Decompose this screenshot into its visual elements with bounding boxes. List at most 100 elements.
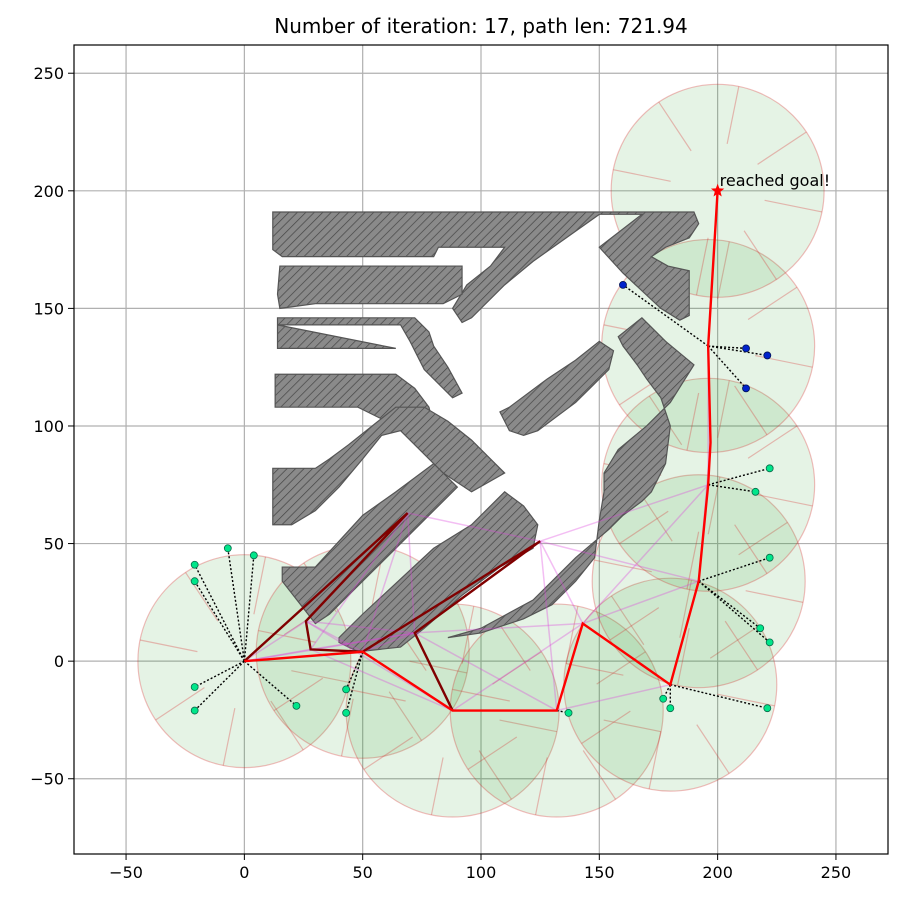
sample-sector-line	[609, 607, 660, 641]
sample-point	[751, 487, 760, 496]
sample-sector-line	[222, 707, 236, 766]
sample-point	[190, 683, 199, 691]
x-tick-label: 0	[239, 863, 249, 882]
sample-sector-line	[755, 493, 813, 507]
sample-sector-line	[291, 670, 349, 683]
sample-sector-line	[709, 625, 760, 659]
sample-sector-line	[764, 199, 823, 213]
new-point-connector	[707, 345, 747, 389]
new-point	[742, 344, 750, 353]
sample-sector-line	[253, 556, 267, 615]
sample-sector-line	[388, 691, 423, 741]
sample-sector-line	[717, 380, 730, 438]
tree-edge	[539, 541, 558, 711]
alt-path	[362, 540, 541, 712]
sample-sector-line	[596, 651, 646, 685]
tree-edge	[243, 620, 307, 662]
sample-sector-line	[565, 662, 624, 676]
sample-sector-line	[155, 687, 205, 721]
sample-sector-line	[478, 750, 512, 800]
y-tick-label: 150	[33, 299, 64, 318]
sample-sector-line	[613, 169, 671, 182]
sample-sector-line	[734, 524, 768, 574]
tree-edge	[310, 632, 415, 651]
sample-sector-line	[639, 492, 673, 542]
sample-connector	[243, 660, 297, 707]
sample-point	[666, 704, 675, 713]
goal-star	[710, 183, 725, 197]
sample-sector-line	[270, 700, 304, 751]
obstacle	[276, 265, 463, 310]
sample-sector-line	[696, 724, 730, 774]
sample-sector-line	[497, 621, 531, 671]
goal-annotation: reached goal!	[720, 171, 831, 190]
sample-point	[659, 694, 668, 703]
sample-sector-line	[648, 731, 662, 790]
sample-sector-line	[409, 660, 468, 674]
sample-point	[342, 685, 351, 694]
sample-sector-line	[340, 698, 354, 757]
sample-sector-line	[348, 688, 406, 702]
obstacle	[272, 211, 700, 324]
sample-sector-line	[452, 688, 510, 702]
sample-sector-line	[581, 710, 631, 745]
sample-sector-line	[467, 736, 518, 770]
tree-edge	[582, 484, 709, 625]
sample-connector	[227, 548, 246, 662]
tree-edge	[406, 512, 416, 633]
sample-sector-line	[743, 230, 777, 280]
sample-point	[190, 706, 199, 715]
y-tick-label: 200	[33, 182, 64, 201]
tree-edge	[407, 512, 541, 542]
alt-path	[243, 512, 409, 663]
sample-connector	[707, 467, 770, 486]
sample-sector-line	[747, 286, 798, 321]
sample-point	[292, 701, 301, 710]
sample-sector-line	[757, 131, 807, 165]
y-tick-label: −50	[30, 770, 64, 789]
y-tick-label: 50	[44, 535, 64, 554]
sample-sector-line	[717, 693, 775, 707]
sample-connector	[194, 660, 245, 688]
tree-edge	[414, 632, 558, 712]
tree-edge	[362, 632, 415, 653]
obstacle	[281, 462, 459, 625]
sample-connector	[243, 555, 255, 662]
plot-area: reached goal!	[137, 83, 831, 818]
solution-path	[244, 190, 719, 712]
new-point	[763, 351, 772, 360]
sample-sector-line	[717, 241, 730, 300]
sample-sector-line	[492, 651, 542, 685]
sample-sector-line	[594, 559, 652, 573]
obstacle	[338, 491, 539, 653]
chart-title: Number of iteration: 17, path len: 721.9…	[274, 14, 688, 38]
sample-point	[190, 577, 199, 586]
sample-sector-line	[745, 590, 804, 603]
sample-sector-line	[363, 736, 413, 770]
y-tick-label: 0	[54, 652, 64, 671]
x-tick-label: 50	[353, 863, 373, 882]
sample-sector-line	[610, 595, 645, 646]
tree-edge	[452, 622, 584, 712]
tree-edge	[414, 622, 583, 634]
sample-point	[765, 553, 774, 562]
sample-sector-line	[738, 521, 788, 556]
sample-sector-line	[734, 385, 768, 436]
sample-sector-line	[679, 580, 693, 638]
sample-point	[765, 638, 774, 647]
sample-connector	[698, 580, 761, 629]
sample-sector-line	[676, 628, 690, 686]
sample-sector-line	[499, 719, 558, 733]
sample-point	[190, 560, 199, 569]
tree-edge	[305, 620, 364, 653]
sample-sector-line	[430, 757, 444, 816]
sample-sector-line	[619, 510, 669, 545]
axis-ticks: −50 0 50 100 150 200 250 −50 0 50 100 150 200 250	[30, 64, 851, 882]
sample-sector-line	[534, 757, 548, 816]
x-tick-label: 100	[466, 863, 497, 882]
sample-sector-line	[565, 606, 579, 664]
x-tick-label: −50	[109, 863, 143, 882]
sample-sector-line	[724, 620, 759, 671]
sample-sector-line	[258, 630, 316, 643]
